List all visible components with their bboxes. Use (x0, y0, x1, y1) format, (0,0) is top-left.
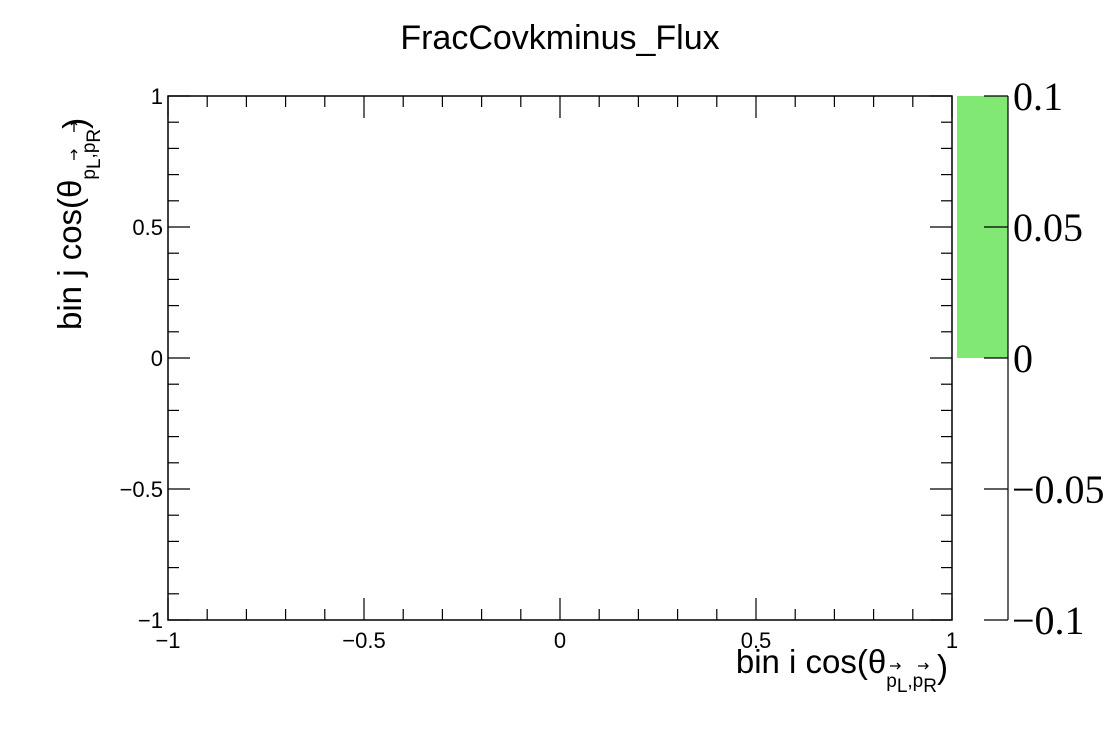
x-tick-label: −0.5 (342, 628, 385, 653)
y-tick-label: −1 (138, 608, 163, 633)
colorbar-tick-label: 0.05 (1013, 205, 1083, 250)
y-axis-title: bin j cos(θpL,pR) (51, 118, 105, 330)
x-tick-label: −1 (155, 628, 180, 653)
title-box (366, 10, 754, 68)
y-tick-labels: −1 −0.5 0 0.5 1 (120, 84, 163, 633)
frame-ticks (167, 95, 953, 621)
colorbar-tick-label: 0.1 (1013, 74, 1063, 119)
y-tick-label: −0.5 (120, 477, 163, 502)
x-tick-labels: −1 −0.5 0 0.5 1 (155, 628, 958, 653)
y-tick-label: 1 (151, 84, 163, 109)
x-tick-label: 0 (554, 628, 566, 653)
y-tick-label: 0.5 (132, 215, 163, 240)
colorbar-axis (984, 95, 1009, 621)
colorbar-tick-labels: −0.1 −0.05 0 0.05 0.1 (1012, 74, 1105, 643)
y-axis-vector-arrows (70, 121, 78, 160)
colorbar-tick-label: 0 (1013, 336, 1033, 381)
x-tick-label: 0.5 (741, 628, 772, 653)
x-axis-title: bin i cos(θpL,pR) (736, 643, 948, 697)
x-tick-label: 1 (946, 628, 958, 653)
colorbar-tick-label: −0.1 (1012, 598, 1085, 643)
y-axis-title-group: bin j cos(θpL,pR) (51, 118, 105, 330)
chart-title: FracCovkminus_Flux (400, 19, 719, 57)
x-axis-vector-arrows (890, 662, 929, 670)
plot-frame (167, 95, 953, 621)
colorbar-tick-label: −0.05 (1012, 467, 1105, 512)
y-tick-label: 0 (151, 346, 163, 371)
